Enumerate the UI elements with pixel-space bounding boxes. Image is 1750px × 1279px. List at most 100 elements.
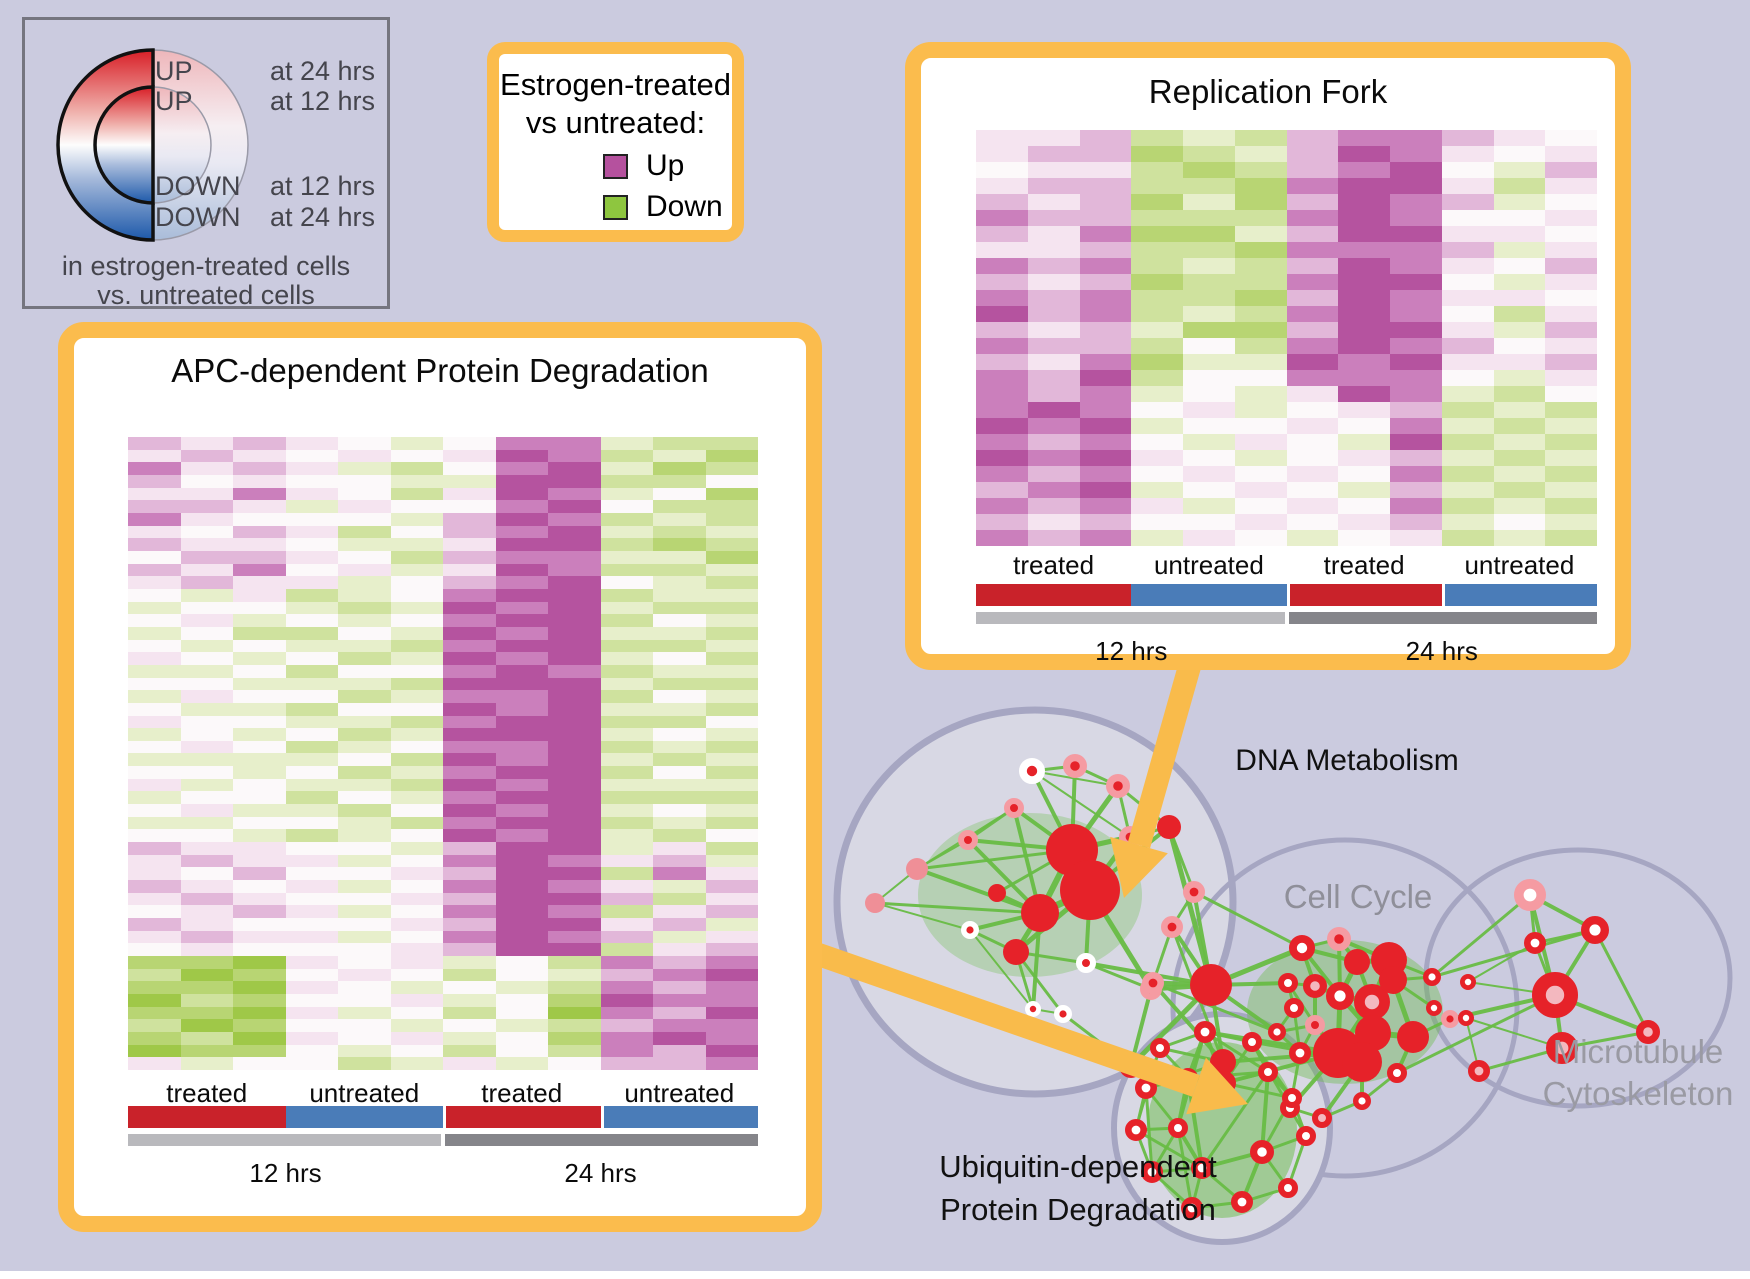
- heatmap-cell: [600, 943, 653, 957]
- heatmap-cell: [338, 778, 391, 792]
- criteria-legend-box: UP at 24 hrs UP at 12 hrs DOWN at 12 hrs…: [22, 17, 390, 310]
- heatmap-cell: [338, 1057, 391, 1070]
- heatmap-cell: [548, 778, 601, 792]
- heatmap-cell: [653, 601, 706, 615]
- heatmap-cell: [338, 791, 391, 805]
- heatmap-cell: [548, 474, 601, 488]
- heatmap-cell: [338, 943, 391, 957]
- heatmap-cell: [548, 968, 601, 982]
- heatmap-cell: [180, 462, 233, 475]
- network-node-red_ring_white: [1278, 973, 1298, 993]
- heatmap-cell: [180, 892, 233, 906]
- heatmap-cell: [548, 601, 601, 615]
- heatmap-cell: [1338, 402, 1390, 418]
- heatmap-cell: [1545, 338, 1597, 354]
- heatmap-cell: [1131, 530, 1183, 546]
- heatmap-cell: [338, 664, 391, 678]
- heatmap-cell: [390, 462, 443, 475]
- heatmap-cell: [1441, 354, 1494, 370]
- heatmap-cell: [495, 981, 548, 995]
- heatmap-cell: [1286, 386, 1339, 402]
- heatmap-cell: [548, 690, 601, 703]
- heatmap-cell: [128, 766, 181, 779]
- network-node-pink_ring_white: [1514, 878, 1547, 911]
- down-color-swatch: [603, 194, 628, 220]
- heatmap-cell: [1493, 258, 1546, 274]
- heatmap-cell: [285, 715, 338, 729]
- heatmap-cell: [495, 1006, 548, 1020]
- heatmap-cell: [1027, 530, 1080, 546]
- heatmap-cell: [338, 829, 391, 843]
- heatmap-cell: [653, 842, 706, 855]
- heatmap-cell: [1286, 306, 1339, 322]
- heatmap-cell: [600, 690, 653, 703]
- heatmap-cell: [1183, 482, 1235, 498]
- heatmap-cell: [1338, 482, 1390, 498]
- heatmap-cell: [548, 1019, 601, 1033]
- heatmap-cell: [1131, 434, 1183, 450]
- heatmap-cell: [338, 639, 391, 653]
- heatmap-cell: [976, 130, 1028, 146]
- heatmap-cell: [1234, 370, 1287, 386]
- heatmap-cell: [180, 968, 233, 982]
- network-node-red_ring_pink: [1546, 1032, 1579, 1065]
- time-bar-segment: [445, 1134, 758, 1146]
- heatmap-cell: [1131, 258, 1183, 274]
- heatmap-cell: [1234, 338, 1287, 354]
- down-label: Down: [646, 190, 723, 223]
- legend-item-down: Down: [499, 190, 732, 224]
- network-node-red_ring_white: [1422, 968, 1441, 987]
- heatmap-cell: [705, 842, 758, 855]
- heatmap-cell: [1183, 498, 1235, 514]
- heatmap-cell: [1027, 130, 1080, 146]
- heatmap-cell: [1441, 370, 1494, 386]
- heatmap-cell: [653, 829, 706, 843]
- heatmap-cell: [600, 829, 653, 843]
- criteria-direction: UP: [155, 56, 193, 86]
- heatmap-cell: [1286, 290, 1339, 306]
- heatmap-cell: [443, 1032, 496, 1045]
- heatmap-cell: [390, 1006, 443, 1020]
- heatmap-cell: [338, 994, 391, 1007]
- heatmap-cell: [1493, 274, 1546, 290]
- heatmap-cell: [600, 1019, 653, 1033]
- heatmap-cell: [705, 943, 758, 957]
- heatmap-cell: [705, 487, 758, 501]
- heatmap-cell: [1545, 498, 1597, 514]
- heatmap-cell: [338, 525, 391, 539]
- heatmap-cell: [548, 956, 601, 969]
- network-node-red_ring_white: [1580, 916, 1609, 945]
- heatmap-cell: [548, 652, 601, 665]
- heatmap-cell: [976, 514, 1028, 530]
- heatmap-cell: [180, 487, 233, 501]
- heatmap-cell: [443, 728, 496, 741]
- heatmap-cell: [976, 434, 1028, 450]
- heatmap-cell: [495, 715, 548, 729]
- heatmap-cell: [600, 728, 653, 741]
- heatmap-cell: [1079, 290, 1132, 306]
- heatmap-cell: [705, 550, 758, 564]
- heatmap-cell: [495, 601, 548, 615]
- heatmap-cell: [233, 664, 286, 678]
- heatmap-cell: [1545, 402, 1597, 418]
- heatmap-cell: [1493, 418, 1546, 434]
- heatmap-cell: [548, 1044, 601, 1058]
- heatmap-cell: [390, 512, 443, 526]
- heatmap-cell: [233, 829, 286, 843]
- heatmap-cell: [233, 462, 286, 475]
- heatmap-cell: [285, 1044, 338, 1058]
- heatmap-cell: [1183, 226, 1235, 242]
- heatmap-cell: [338, 740, 391, 754]
- heatmap-cell: [495, 880, 548, 893]
- heatmap-cell: [128, 892, 181, 906]
- heatmap-cell: [1545, 274, 1597, 290]
- heatmap-cell: [1493, 162, 1546, 178]
- network-node-white_ring_red: [1053, 1005, 1072, 1024]
- heatmap-cell: [390, 892, 443, 906]
- heatmap-cell: [180, 525, 233, 539]
- rep-panel-title: Replication Fork: [1148, 73, 1388, 110]
- heatmap-cell: [548, 462, 601, 475]
- criteria-time: at 12 hrs: [269, 86, 375, 116]
- heatmap-cell: [1286, 514, 1339, 530]
